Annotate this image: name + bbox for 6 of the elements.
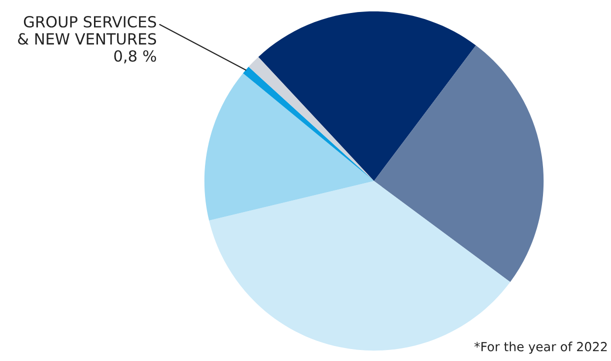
pie-slice [374, 45, 544, 282]
data-label: 0,8 % [114, 50, 156, 64]
pie-slice [258, 11, 476, 181]
text: *For the year of 2022 [474, 342, 607, 354]
slice-label: GROUP SERVICES & NEW VENTURES [18, 16, 156, 45]
pie-slice [204, 73, 374, 221]
